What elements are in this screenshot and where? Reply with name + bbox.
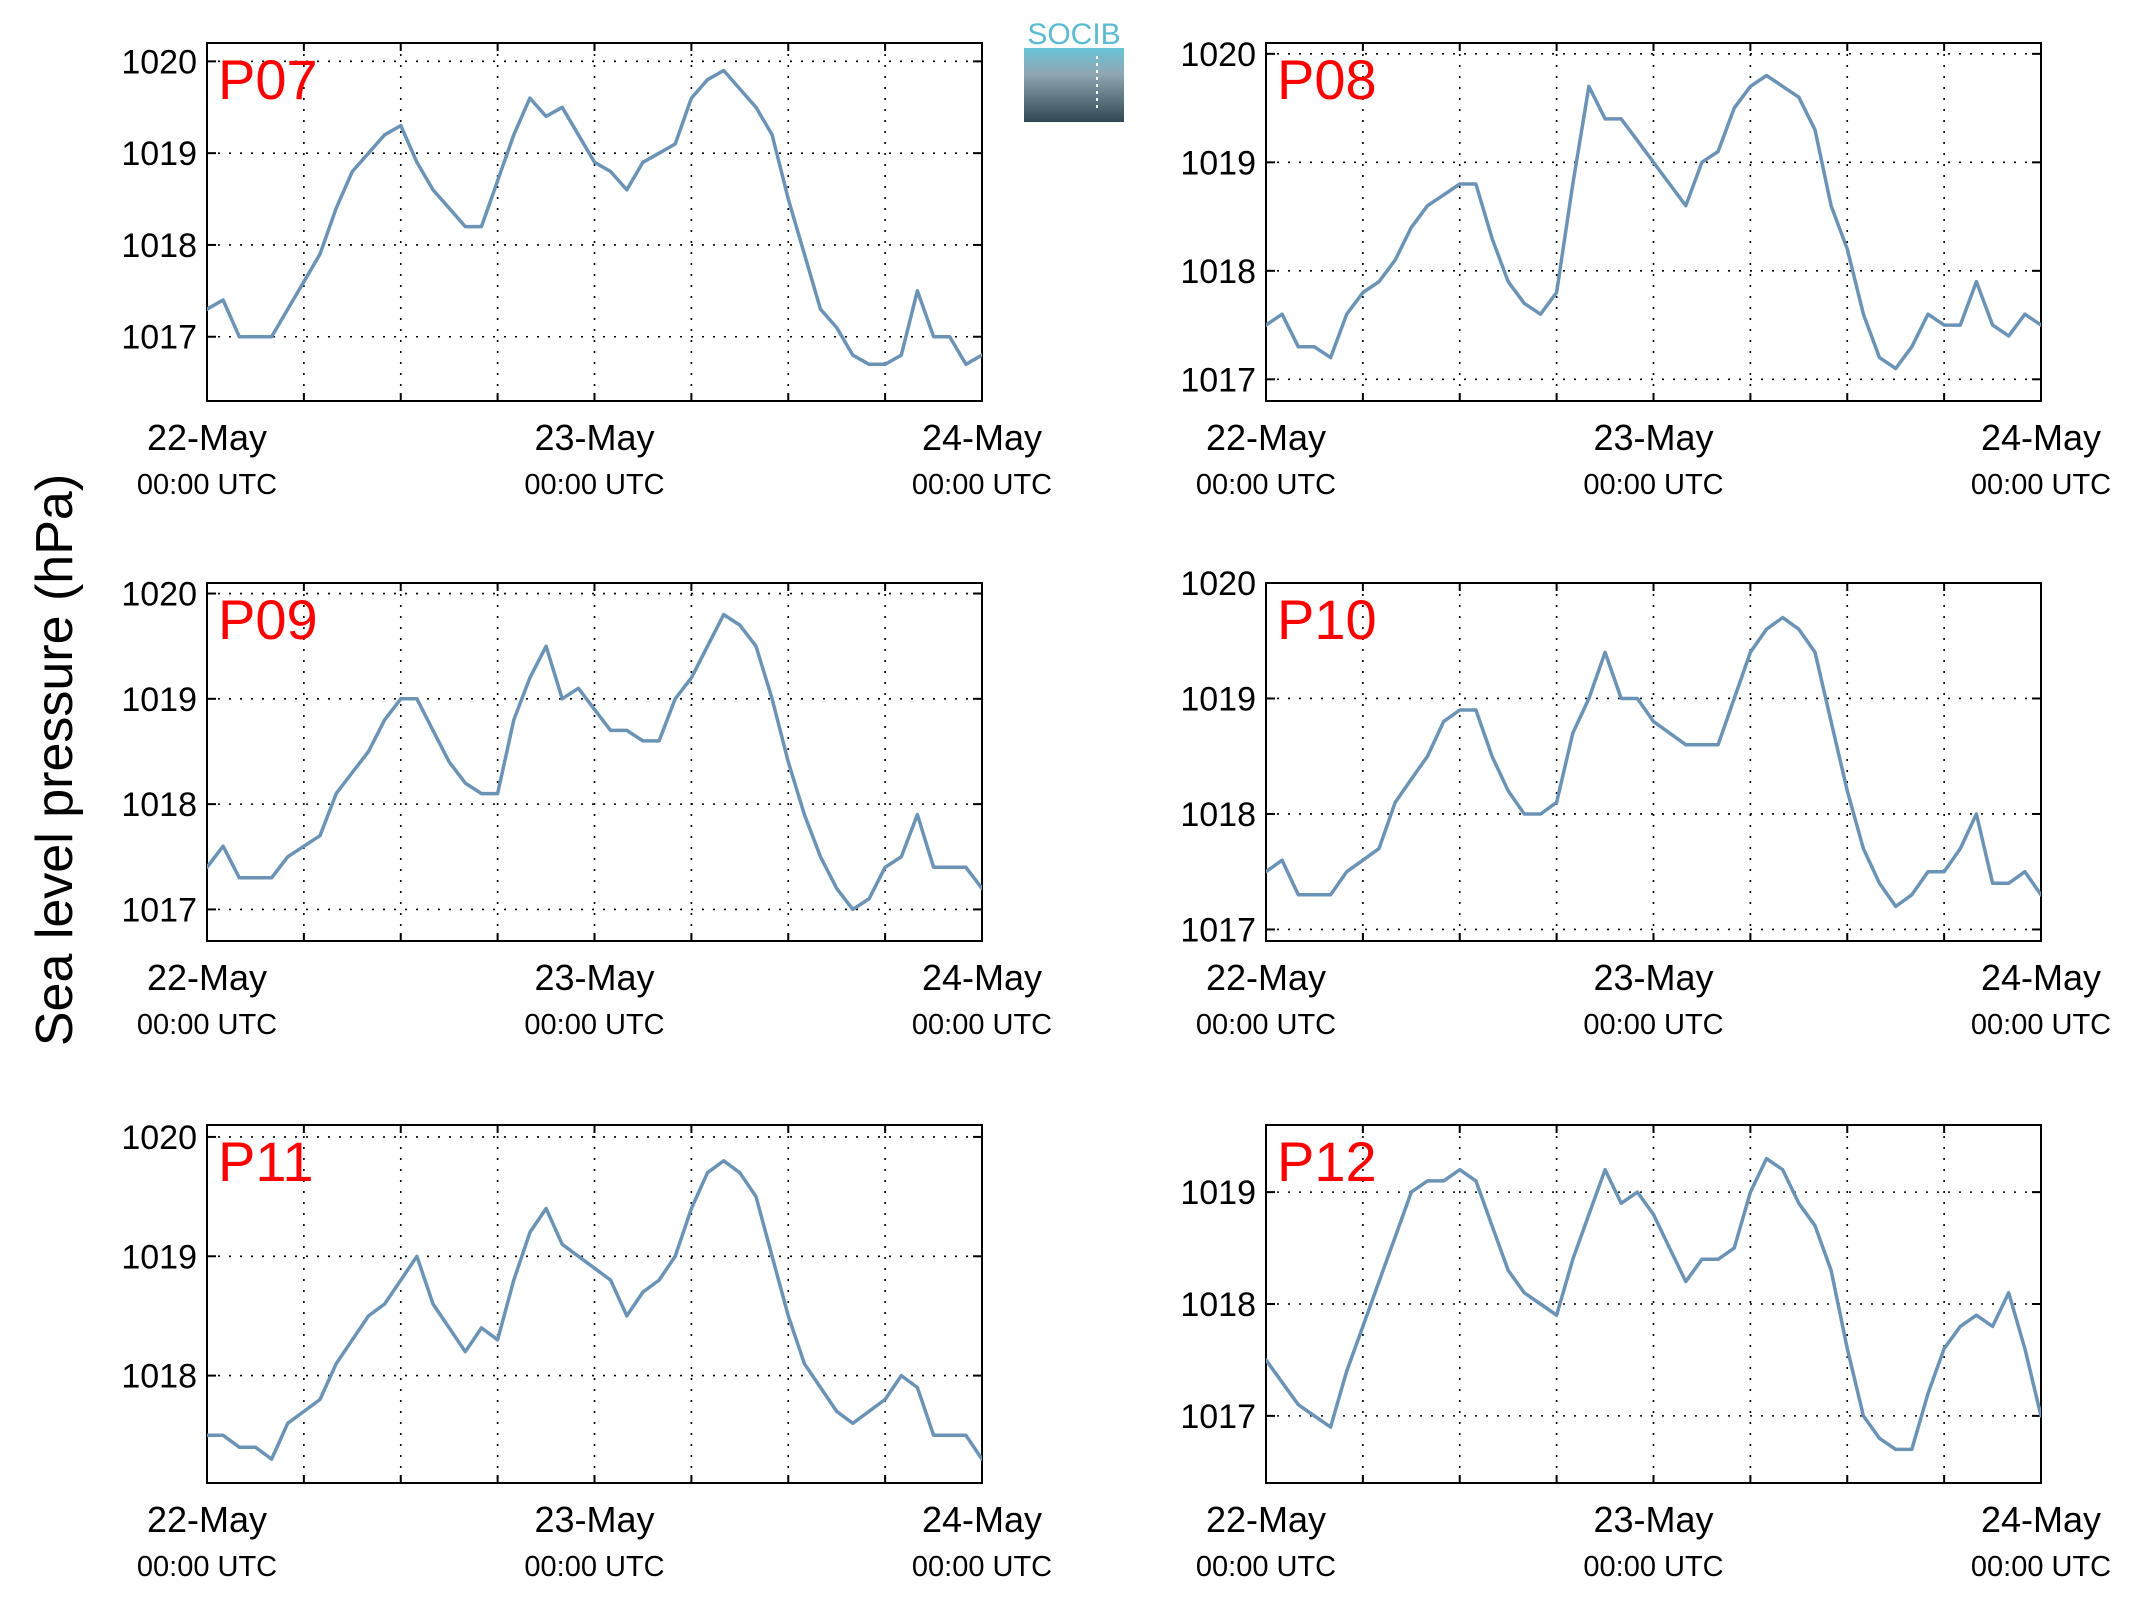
pressure-series-line xyxy=(1266,615,2041,909)
x-tick-label-date: 24-May xyxy=(1981,417,2101,458)
x-tick-label-date: 23-May xyxy=(534,957,654,998)
x-tick-label-date: 22-May xyxy=(147,417,267,458)
x-tick-label-time: 00:00 UTC xyxy=(137,1009,277,1041)
station-label: P10 xyxy=(1277,588,1377,651)
x-tick-label-time: 00:00 UTC xyxy=(137,469,277,501)
station-label: P09 xyxy=(218,588,318,651)
x-tick-label-date: 22-May xyxy=(147,1499,267,1540)
x-tick-label-date: 24-May xyxy=(922,1499,1042,1540)
panel-p10: 1017 1018 1019 1020 22-May 00:00 UTC 23-May 00:… xyxy=(1180,565,2111,1041)
x-tick-label-time: 00:00 UTC xyxy=(524,1551,664,1583)
y-tick-label: 1020 xyxy=(1180,565,1256,603)
pressure-series-line xyxy=(207,612,982,912)
y-tick-label: 1018 xyxy=(1180,796,1256,834)
x-tick-label-time: 00:00 UTC xyxy=(137,1551,277,1583)
x-tick-label-time: 00:00 UTC xyxy=(912,469,1052,501)
x-tick-label-date: 23-May xyxy=(1593,417,1713,458)
socib-logo: SOCIB xyxy=(1024,18,1124,122)
panel-p08: 1017 1018 1019 1020 22-May 00:00 UTC 23-May 00:… xyxy=(1180,36,2111,501)
pressure-series-line xyxy=(207,1159,982,1461)
y-tick-label: 1019 xyxy=(1180,1174,1256,1212)
x-tick-label-time: 00:00 UTC xyxy=(1583,469,1723,501)
x-tick-label-date: 22-May xyxy=(1206,417,1326,458)
x-tick-label-time: 00:00 UTC xyxy=(1971,1009,2111,1041)
pressure-series-line xyxy=(1266,73,2041,371)
x-tick-label-date: 23-May xyxy=(534,1499,654,1540)
y-tick-label: 1017 xyxy=(1180,1398,1256,1436)
y-tick-label: 1018 xyxy=(1180,253,1256,291)
x-tick-label-date: 24-May xyxy=(1981,957,2101,998)
x-tick-label-time: 00:00 UTC xyxy=(1196,1009,1336,1041)
x-tick-label-date: 23-May xyxy=(1593,1499,1713,1540)
y-tick-label: 1017 xyxy=(121,891,197,929)
station-label: P07 xyxy=(218,48,318,111)
y-tick-label: 1019 xyxy=(121,681,197,719)
x-tick-label-time: 00:00 UTC xyxy=(1971,469,2111,501)
pressure-series-line xyxy=(1266,1156,2041,1452)
x-tick-label-date: 22-May xyxy=(1206,957,1326,998)
x-tick-label-time: 00:00 UTC xyxy=(1583,1551,1723,1583)
y-tick-label: 1019 xyxy=(121,1238,197,1276)
x-tick-label-date: 23-May xyxy=(1593,957,1713,998)
panel-p09: 1017 1018 1019 1020 22-May 00:00 UTC 23-May 00:… xyxy=(121,576,1052,1041)
y-tick-label: 1017 xyxy=(1180,361,1256,399)
x-tick-label-time: 00:00 UTC xyxy=(1971,1551,2111,1583)
x-tick-label-time: 00:00 UTC xyxy=(1196,1551,1336,1583)
y-tick-label: 1018 xyxy=(121,227,197,265)
station-label: P11 xyxy=(218,1130,313,1193)
station-label: P12 xyxy=(1277,1130,1377,1193)
x-tick-label-time: 00:00 UTC xyxy=(524,469,664,501)
y-tick-label: 1018 xyxy=(1180,1286,1256,1324)
y-tick-label: 1017 xyxy=(121,319,197,357)
x-tick-label-date: 24-May xyxy=(1981,1499,2101,1540)
x-tick-label-time: 00:00 UTC xyxy=(912,1009,1052,1041)
global-ylabel: Sea level pressure (hPa) xyxy=(26,474,84,1046)
panel-p12: 1017 1018 1019 22-May 00:00 UTC 23-May 00:00 U… xyxy=(1180,1124,2111,1583)
x-tick-label-date: 23-May xyxy=(534,417,654,458)
y-tick-label: 1018 xyxy=(121,1358,197,1396)
y-tick-label: 1020 xyxy=(121,1119,197,1157)
x-tick-label-date: 24-May xyxy=(922,957,1042,998)
panel-p07: 1017 1018 1019 1020 22-May 00:00 UTC 23-May 00:… xyxy=(121,42,1052,501)
x-tick-label-date: 24-May xyxy=(922,417,1042,458)
x-tick-label-time: 00:00 UTC xyxy=(1583,1009,1723,1041)
x-tick-label-date: 22-May xyxy=(1206,1499,1326,1540)
y-tick-label: 1018 xyxy=(121,786,197,824)
socib-logo-text: SOCIB xyxy=(1027,18,1120,51)
x-tick-label-time: 00:00 UTC xyxy=(1196,469,1336,501)
y-tick-label: 1019 xyxy=(1180,144,1256,182)
y-tick-label: 1020 xyxy=(121,43,197,81)
y-tick-label: 1017 xyxy=(1180,911,1256,949)
x-tick-label-time: 00:00 UTC xyxy=(524,1009,664,1041)
x-tick-label-date: 22-May xyxy=(147,957,267,998)
panel-p11: 1018 1019 1020 22-May 00:00 UTC 23-May 00:00 U… xyxy=(121,1119,1052,1583)
y-tick-label: 1019 xyxy=(1180,680,1256,718)
y-tick-label: 1019 xyxy=(121,135,197,173)
y-tick-label: 1020 xyxy=(1180,36,1256,74)
pressure-series-line xyxy=(207,68,982,367)
station-label: P08 xyxy=(1277,48,1377,111)
y-tick-label: 1020 xyxy=(121,576,197,614)
x-tick-label-time: 00:00 UTC xyxy=(912,1551,1052,1583)
